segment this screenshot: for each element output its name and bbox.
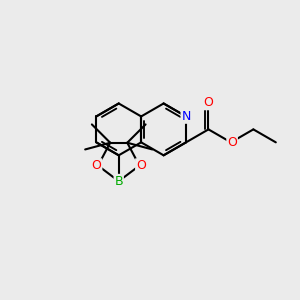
- Text: O: O: [92, 159, 101, 172]
- Text: N: N: [182, 110, 191, 123]
- Text: O: O: [136, 159, 146, 172]
- Text: B: B: [114, 175, 123, 188]
- Text: O: O: [203, 96, 213, 110]
- Text: O: O: [227, 136, 237, 149]
